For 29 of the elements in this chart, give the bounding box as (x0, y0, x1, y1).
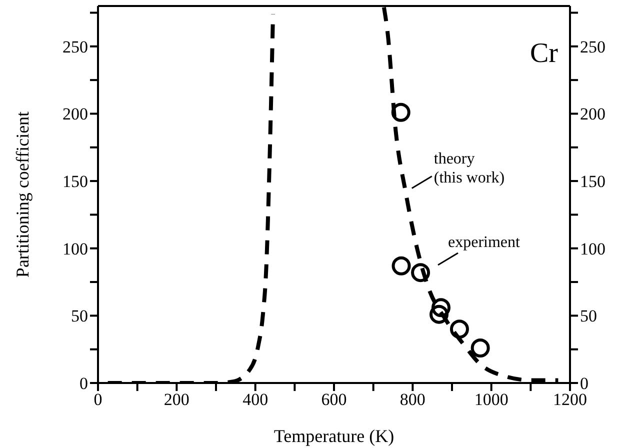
point (391, 102, 410, 122)
y2-tick-label: 250 (580, 37, 606, 56)
x-tick-label: 0 (94, 390, 102, 410)
point (431, 298, 450, 318)
x-tick-label: 400 (242, 390, 268, 410)
y-tick-label: 50 (71, 306, 88, 326)
y2-tick-label: 200 (580, 104, 606, 124)
point (411, 263, 430, 282)
point (430, 304, 449, 324)
y-tick-label: 100 (62, 239, 88, 258)
x-tick-label: 600 (321, 390, 347, 410)
y2-tick-label: 100 (580, 239, 606, 258)
y-tick-label: 150 (62, 172, 88, 192)
y-axis-title: Partitioning coefficient (12, 111, 32, 278)
point (392, 256, 411, 276)
y-tick-label: 250 (62, 37, 88, 56)
y-tick-label: 200 (62, 104, 88, 124)
annotation: theory (this work) (434, 150, 505, 186)
x-tick-label: 800 (400, 390, 426, 410)
y2-tick-label: 50 (580, 306, 597, 326)
point (470, 338, 490, 358)
y2-tick-label: 150 (580, 172, 606, 192)
point (450, 320, 469, 339)
annotation: Cr (530, 38, 559, 69)
x-tick-label: 1000 (474, 390, 508, 410)
x-tick-label: 200 (164, 390, 190, 410)
y-tick-label: 0 (80, 374, 88, 394)
annotation: experiment (448, 234, 521, 251)
x-axis-title: Temperature (K) (274, 426, 394, 446)
